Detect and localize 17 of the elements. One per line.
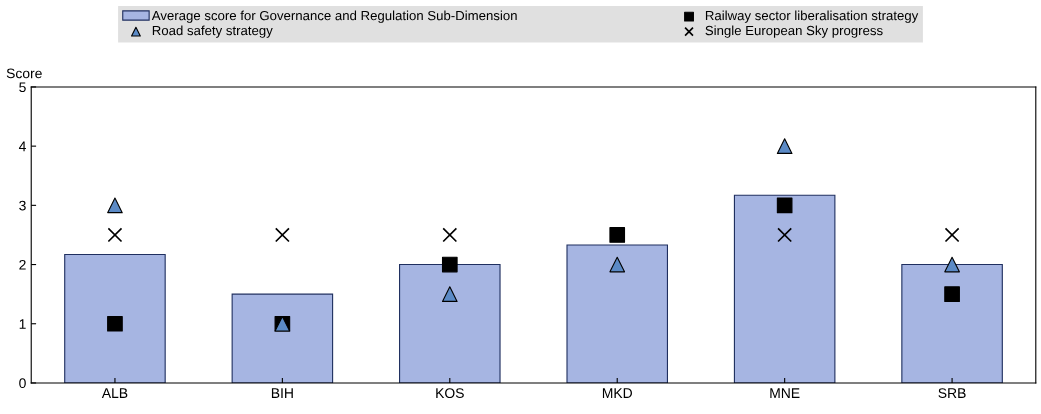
- y-tick-label: 1: [19, 319, 26, 329]
- legend-label: Road safety strategy: [152, 25, 273, 38]
- x-tick-label: SRB: [938, 388, 966, 399]
- x-tick-label: MKD: [602, 388, 632, 398]
- x-tick-label: BIH: [271, 388, 293, 398]
- y-tick-label: 5: [19, 82, 26, 93]
- y-tick-label: 2: [19, 259, 26, 270]
- x-tick-label: MNE: [770, 388, 800, 398]
- legend-label: Average score for Governance and Regulation Sub-Dimension: [151, 10, 517, 23]
- y-axis-title: Score: [6, 68, 42, 79]
- legend-label: Single European Sky progress: [705, 25, 883, 38]
- y-tick-label: 3: [19, 200, 26, 211]
- legend-label: Railway sector liberalisation strategy: [705, 10, 919, 23]
- x-tick-label: KOS: [436, 388, 464, 399]
- x-tick-label: ALB: [101, 388, 128, 398]
- y-tick-label: 4: [18, 141, 26, 152]
- y-tick-label: 0: [19, 378, 26, 389]
